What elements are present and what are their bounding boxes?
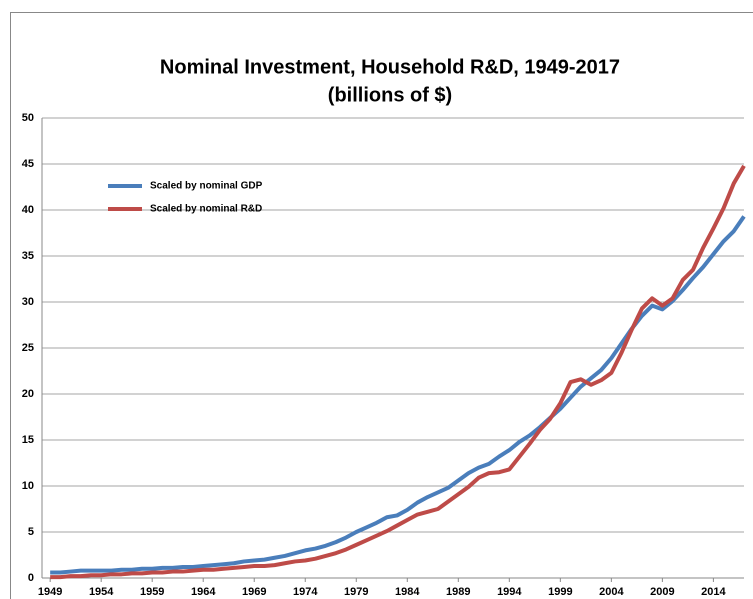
chart-title: Nominal Investment, Household R&D, 1949-… xyxy=(160,56,620,78)
chart-subtitle: (billions of $) xyxy=(328,84,452,106)
y-tick-label: 15 xyxy=(22,434,34,446)
x-tick-label: 1974 xyxy=(293,586,318,598)
x-tick-label: 1969 xyxy=(242,586,266,598)
x-tick-label: 2004 xyxy=(599,586,624,598)
x-tick-label: 1999 xyxy=(548,586,572,598)
y-tick-label: 25 xyxy=(22,342,34,354)
x-tick-label: 1984 xyxy=(395,586,420,598)
data-line xyxy=(50,164,746,580)
y-tick-label: 40 xyxy=(22,204,34,216)
y-tick-label: 10 xyxy=(22,480,34,492)
y-tick-label: 30 xyxy=(22,296,34,308)
x-tick-label: 1959 xyxy=(140,586,164,598)
x-tick-label: 2009 xyxy=(650,586,674,598)
y-tick-label: 45 xyxy=(22,158,34,170)
x-tick-label: 1954 xyxy=(89,586,114,598)
x-tick-label: 1994 xyxy=(497,586,522,598)
legend-label: Scaled by nominal R&D xyxy=(150,204,262,215)
x-tick-label: 2014 xyxy=(701,586,726,598)
x-tick-label: 1979 xyxy=(344,586,368,598)
y-tick-label: 35 xyxy=(22,250,34,262)
y-tick-label: 5 xyxy=(28,526,34,538)
y-tick-label: 50 xyxy=(22,112,34,124)
x-tick-label: 1964 xyxy=(191,586,216,598)
x-tick-label: 1949 xyxy=(38,586,62,598)
legend-label: Scaled by nominal GDP xyxy=(150,181,263,192)
x-tick-label: 1989 xyxy=(446,586,470,598)
chart-frame xyxy=(10,12,753,599)
y-tick-label: 20 xyxy=(22,388,34,400)
y-tick-label: 0 xyxy=(28,572,34,584)
